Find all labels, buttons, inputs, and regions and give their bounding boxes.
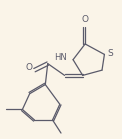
Text: O: O bbox=[25, 63, 32, 72]
Text: HN: HN bbox=[54, 53, 67, 62]
Text: S: S bbox=[107, 49, 113, 58]
Text: O: O bbox=[82, 15, 89, 24]
